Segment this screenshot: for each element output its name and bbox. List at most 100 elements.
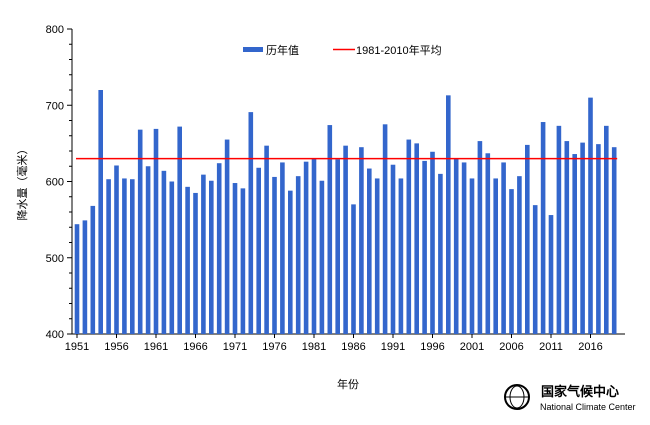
bar-1972	[240, 188, 246, 334]
bar-1981	[311, 158, 317, 334]
bar-1980	[303, 161, 309, 334]
legend-label-average: 1981-2010年平均	[356, 43, 442, 57]
bar-2005	[501, 162, 506, 334]
bar-2003	[485, 153, 491, 334]
x-tick-label: 1971	[223, 341, 247, 353]
ncc-logo: 国家气候中心 National Climate Center	[504, 384, 636, 412]
y-axis: 400 500 600 700 800	[46, 24, 73, 341]
bar-2013	[564, 141, 570, 334]
bar-1960	[145, 166, 151, 334]
bar-1970	[224, 139, 230, 334]
bar-1973	[248, 112, 254, 334]
bar-1956	[114, 165, 119, 334]
legend-label-bars: 历年值	[266, 43, 299, 57]
bar-1989	[374, 178, 380, 334]
bar-1951	[74, 224, 80, 334]
bar-1968	[209, 180, 214, 334]
x-tick-label: 2006	[499, 341, 523, 353]
x-tick-label: 1956	[104, 341, 128, 353]
legend: 历年值 1981-2010年平均	[243, 43, 442, 57]
x-tick-label: 1991	[381, 341, 405, 353]
x-tick-label: 1981	[302, 341, 326, 353]
x-tick-label: 1996	[420, 341, 444, 353]
bar-1966	[193, 192, 198, 334]
bar-2012	[556, 125, 562, 335]
bar-1995	[422, 160, 427, 334]
logo-name-en: National Climate Center	[540, 402, 636, 412]
bar-2004	[493, 178, 498, 334]
bar-1974	[256, 167, 261, 334]
bar-1978	[288, 190, 293, 334]
bar-1987	[359, 147, 364, 334]
y-tick-label: 700	[46, 100, 64, 112]
bar-2000	[461, 162, 467, 334]
y-tick-label: 800	[46, 24, 64, 36]
x-tick-label: 2011	[539, 341, 563, 353]
bar-1959	[137, 129, 143, 334]
bar-1993	[406, 139, 412, 334]
bar-1964	[177, 126, 182, 334]
bar-2011	[548, 215, 554, 334]
bar-1988	[367, 168, 372, 334]
bar-1994	[414, 143, 419, 334]
bar-1983	[327, 125, 333, 334]
bar-1962	[161, 170, 167, 334]
bar-1953	[90, 205, 96, 334]
bar-1982	[319, 180, 325, 334]
y-tick-label: 600	[46, 177, 64, 189]
y-tick-label: 400	[46, 329, 64, 341]
y-tick-label: 500	[46, 253, 64, 265]
logo-name-cn: 国家气候中心	[541, 384, 619, 399]
bar-2007	[517, 176, 522, 334]
bars	[74, 90, 617, 335]
legend-swatch-bars	[243, 47, 263, 52]
y-axis-label: 降水量（毫米）	[15, 144, 29, 221]
x-tick-label: 1986	[341, 341, 365, 353]
bar-2018	[604, 125, 609, 335]
x-axis: 1951 1956 1961 1966 1971 1976 1981 1986 1991 1996…	[65, 333, 625, 353]
bar-1979	[295, 176, 301, 334]
x-axis-label: 年份	[337, 377, 359, 391]
bar-1998	[446, 95, 451, 335]
bar-2008	[525, 144, 530, 334]
x-tick-label: 1961	[144, 341, 168, 353]
bar-1990	[382, 124, 388, 334]
bar-1996	[430, 151, 435, 334]
bar-1999	[453, 158, 459, 334]
bar-2015	[580, 142, 585, 334]
bar-2009	[532, 205, 538, 334]
bar-1997	[438, 173, 443, 334]
bar-1969	[216, 163, 222, 334]
bar-1958	[130, 179, 135, 334]
bar-1976	[272, 176, 277, 334]
bar-2001	[469, 178, 475, 334]
x-tick-label: 2001	[460, 341, 484, 353]
bar-2006	[509, 189, 514, 334]
bar-2014	[572, 154, 577, 334]
bar-1954	[98, 90, 103, 334]
bar-1986	[351, 204, 356, 334]
bar-2016	[588, 97, 593, 334]
bar-1967	[201, 174, 206, 334]
x-tick-label: 2016	[578, 341, 602, 353]
bar-1985	[343, 145, 348, 334]
bar-1952	[82, 220, 88, 334]
bar-1992	[398, 178, 404, 334]
bar-1963	[169, 181, 175, 334]
bar-1961	[153, 128, 159, 334]
x-tick-label: 1976	[262, 341, 286, 353]
bar-1965	[185, 186, 190, 334]
bar-1991	[390, 164, 396, 334]
bar-1957	[122, 178, 127, 334]
bar-1984	[335, 159, 340, 334]
bar-2017	[596, 144, 601, 334]
bar-2010	[540, 122, 546, 335]
bar-2002	[477, 141, 483, 334]
bar-1975	[264, 145, 269, 334]
x-tick-label: 1951	[65, 341, 89, 353]
x-tick-label: 1966	[183, 341, 207, 353]
bar-1977	[280, 162, 285, 334]
bar-1971	[232, 183, 238, 334]
bar-2019	[611, 147, 617, 334]
